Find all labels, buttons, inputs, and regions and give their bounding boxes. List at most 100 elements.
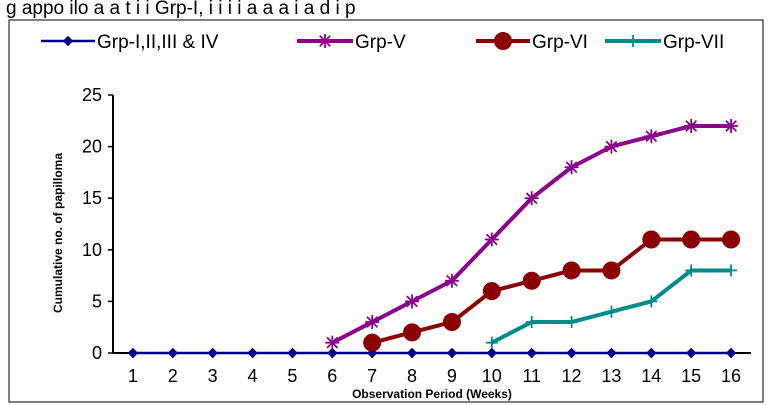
- data-point-diamond: [646, 347, 657, 359]
- x-tick-label: 8: [407, 366, 417, 386]
- data-point-diamond: [606, 347, 617, 359]
- data-point-circle: [494, 32, 512, 50]
- asterisk-stroke: [406, 295, 418, 308]
- legend-item-1: Grp-I,II,III & IV: [41, 32, 219, 53]
- data-point-plus: [645, 295, 658, 308]
- asterisk-stroke: [525, 192, 538, 205]
- data-point-diamond: [247, 347, 258, 359]
- asterisk-stroke: [605, 140, 618, 153]
- asterisk-stroke: [565, 161, 578, 174]
- data-point-asterisk: [484, 232, 499, 247]
- data-point-diamond: [725, 347, 737, 359]
- data-point-plus: [525, 316, 538, 329]
- x-tick-label: 9: [447, 366, 457, 386]
- y-axis-title: Cumulative no. of papilloma: [51, 153, 65, 313]
- y-tick-label: 10: [82, 240, 102, 260]
- chart-title-fragment: g appo ilo a a t i i Grp-I, i i i i a a …: [6, 0, 356, 19]
- data-point-plus: [685, 264, 698, 277]
- legend-label: Grp-VII: [663, 32, 724, 53]
- legend-label: Grp-VI: [532, 32, 588, 53]
- asterisk-stroke: [366, 316, 379, 328]
- data-point-asterisk: [405, 294, 420, 309]
- data-point-asterisk: [724, 118, 739, 133]
- data-point-diamond: [685, 347, 697, 359]
- x-tick-label: 3: [208, 366, 218, 386]
- data-point-circle: [482, 282, 501, 301]
- data-point-diamond: [167, 347, 179, 359]
- asterisk-stroke: [446, 274, 458, 287]
- x-tick-label: 10: [482, 366, 502, 386]
- data-point-asterisk: [644, 129, 659, 144]
- y-tick-label: 20: [82, 137, 102, 157]
- data-point-plus: [485, 336, 498, 349]
- data-point-asterisk: [524, 191, 539, 206]
- x-tick-label: 5: [287, 366, 297, 386]
- data-point-asterisk: [444, 273, 459, 288]
- legend-label: Grp-V: [355, 32, 406, 53]
- legend-item-2: Grp-V: [297, 32, 406, 53]
- chart-frame: [8, 19, 764, 403]
- x-tick-label: 1: [128, 366, 138, 386]
- asterisk-stroke: [326, 336, 339, 349]
- data-point-diamond: [327, 347, 338, 359]
- data-point-plus: [725, 264, 738, 277]
- asterisk-stroke: [685, 120, 698, 132]
- x-tick-label: 12: [562, 366, 582, 386]
- data-point-plus: [605, 305, 618, 318]
- data-point-plus: [627, 35, 639, 47]
- data-point-circle: [602, 261, 621, 280]
- data-point-diamond: [446, 347, 458, 359]
- data-point-diamond: [526, 347, 537, 359]
- data-point-diamond: [287, 347, 298, 359]
- data-point-circle: [442, 313, 461, 332]
- series-2: [325, 118, 739, 350]
- data-point-asterisk: [604, 139, 619, 154]
- data-point-circle: [562, 261, 581, 280]
- x-tick-label: 2: [168, 366, 178, 386]
- x-tick-label: 13: [601, 366, 621, 386]
- asterisk-stroke: [485, 233, 498, 246]
- legend-label: Grp-I,II,III & IV: [97, 32, 219, 53]
- data-point-circle: [722, 230, 741, 249]
- data-point-diamond: [566, 347, 577, 359]
- data-point-diamond: [486, 347, 498, 359]
- x-tick-label: 14: [641, 366, 661, 386]
- data-point-plus: [565, 316, 578, 329]
- series-line: [371, 237, 732, 345]
- data-point-circle: [363, 333, 382, 352]
- data-point-asterisk: [564, 160, 579, 175]
- data-point-asterisk: [325, 335, 340, 350]
- data-point-diamond: [406, 347, 418, 359]
- data-point-circle: [642, 230, 661, 249]
- legend: Grp-I,II,III & IV Grp-V Grp-VI Grp-VII: [41, 32, 724, 53]
- series-3: [363, 230, 741, 352]
- legend-item-4: Grp-VII: [605, 32, 724, 53]
- legend-item-3: Grp-VI: [476, 32, 588, 53]
- asterisk-stroke: [725, 120, 737, 132]
- x-tick-label: 6: [327, 366, 337, 386]
- data-point-circle: [682, 230, 701, 249]
- data-point-diamond: [207, 347, 218, 359]
- data-point-asterisk: [684, 118, 699, 133]
- data-point-asterisk: [365, 315, 380, 330]
- x-tick-label: 16: [721, 366, 741, 386]
- x-tick-label: 11: [522, 366, 541, 386]
- data-point-circle: [522, 271, 541, 290]
- x-tick-label: 15: [681, 366, 701, 386]
- y-tick-label: 0: [92, 343, 102, 363]
- x-tick-label: 4: [248, 366, 258, 386]
- data-point-diamond: [127, 347, 139, 359]
- data-point-circle: [403, 323, 422, 342]
- data-point-diamond: [62, 35, 74, 47]
- y-tick-label: 15: [82, 188, 102, 208]
- x-axis-title: Observation Period (Weeks): [352, 387, 512, 401]
- y-tick-label: 5: [92, 291, 102, 311]
- series-4: [485, 264, 738, 349]
- y-tick-label: 25: [82, 85, 102, 105]
- asterisk-stroke: [645, 130, 658, 143]
- asterisk-stroke: [319, 35, 331, 47]
- data-point-asterisk: [318, 34, 332, 48]
- x-tick-label: 7: [367, 366, 377, 386]
